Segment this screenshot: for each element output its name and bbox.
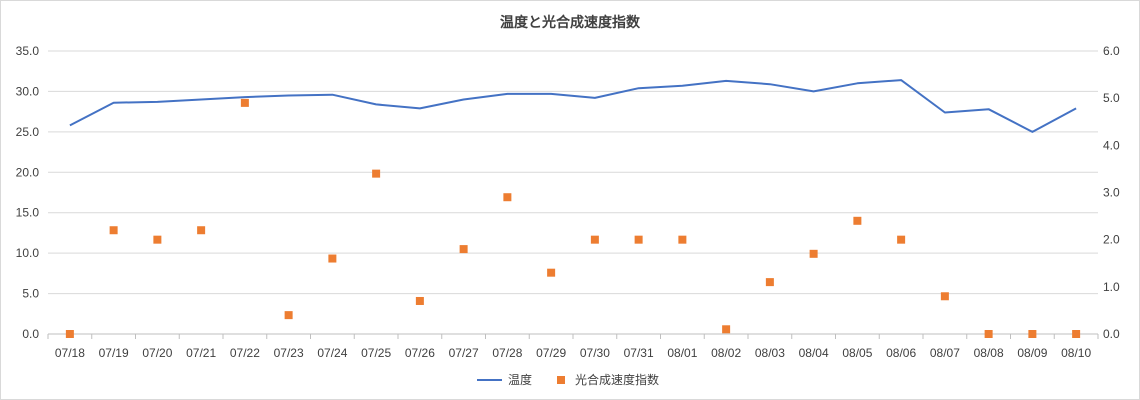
scatter-point bbox=[109, 226, 118, 235]
y-left-tick-label: 0.0 bbox=[22, 327, 39, 341]
x-tick-label: 07/24 bbox=[317, 346, 347, 360]
y-right-tick-label: 3.0 bbox=[1103, 186, 1120, 200]
scatter-point bbox=[722, 325, 731, 334]
legend-label-temperature: 温度 bbox=[508, 372, 532, 387]
scatter-point bbox=[372, 169, 381, 178]
legend-label-photosynthesis: 光合成速度指数 bbox=[575, 372, 659, 387]
y-left-tick-label: 5.0 bbox=[22, 287, 39, 301]
scatter-point bbox=[415, 296, 424, 305]
y-left-tick-label: 15.0 bbox=[16, 206, 40, 220]
scatter-point bbox=[153, 235, 162, 244]
x-tick-label: 07/19 bbox=[99, 346, 129, 360]
y-left-tick-label: 10.0 bbox=[16, 246, 40, 260]
series-line-temperature bbox=[69, 79, 1077, 133]
scatter-point bbox=[765, 278, 774, 287]
y-right-tick-label: 2.0 bbox=[1103, 233, 1120, 247]
legend: 温度 光合成速度指数 bbox=[477, 372, 659, 387]
y-right-tick-label: 6.0 bbox=[1103, 44, 1120, 58]
scatter-point bbox=[590, 235, 599, 244]
x-tick-label: 07/30 bbox=[580, 346, 610, 360]
x-tick-label: 08/01 bbox=[667, 346, 697, 360]
x-tick-label: 07/29 bbox=[536, 346, 566, 360]
scatter-point bbox=[1028, 330, 1037, 338]
scatter-point bbox=[634, 235, 643, 244]
scatter-point bbox=[328, 254, 337, 263]
x-tick-label: 07/26 bbox=[405, 346, 435, 360]
scatter-point bbox=[678, 235, 687, 244]
y-left-tick-label: 35.0 bbox=[16, 44, 40, 58]
y-right-tick-label: 1.0 bbox=[1103, 280, 1120, 294]
x-tick-label: 07/22 bbox=[230, 346, 260, 360]
y-right-tick-label: 0.0 bbox=[1103, 327, 1120, 341]
x-tick-label: 07/25 bbox=[361, 346, 391, 360]
x-tick-label: 07/20 bbox=[142, 346, 172, 360]
x-tick-label: 08/08 bbox=[974, 346, 1004, 360]
scatter-point bbox=[459, 245, 468, 254]
scatter-point bbox=[503, 193, 512, 202]
x-tick-label: 08/02 bbox=[711, 346, 741, 360]
scatter-point bbox=[984, 330, 993, 338]
right-axis: 0.0 1.0 2.0 3.0 4.0 5.0 6.0 bbox=[1103, 44, 1120, 341]
scatter-point bbox=[897, 235, 906, 244]
series-line-path bbox=[69, 79, 1077, 133]
scatter-point bbox=[197, 226, 206, 235]
grid bbox=[48, 50, 1098, 335]
x-tick-label: 08/09 bbox=[1017, 346, 1047, 360]
x-tick-label: 08/10 bbox=[1061, 346, 1091, 360]
x-tick-label: 08/03 bbox=[755, 346, 785, 360]
scatter-point bbox=[240, 98, 249, 107]
scatter-point bbox=[65, 330, 74, 338]
legend-marker-swatch bbox=[557, 376, 565, 384]
y-right-tick-label: 4.0 bbox=[1103, 138, 1120, 152]
x-tick-label: 08/04 bbox=[799, 346, 829, 360]
scatter-point bbox=[940, 292, 949, 301]
series-scatter-photosynthesis bbox=[65, 98, 1081, 338]
y-left-tick-label: 30.0 bbox=[16, 84, 40, 98]
y-left-tick-label: 20.0 bbox=[16, 165, 40, 179]
left-axis: 0.0 5.0 10.0 15.0 20.0 25.0 30.0 35.0 bbox=[16, 44, 40, 341]
y-left-tick-label: 25.0 bbox=[16, 125, 40, 139]
scatter-point bbox=[547, 268, 556, 277]
x-tick-label: 07/28 bbox=[492, 346, 522, 360]
scatter-point bbox=[809, 249, 818, 258]
scatter-point bbox=[1072, 330, 1081, 338]
x-tick-label: 08/05 bbox=[842, 346, 872, 360]
scatter-point bbox=[853, 216, 862, 225]
scatter-point bbox=[284, 311, 293, 320]
x-axis: 07/18 07/19 07/20 07/21 07/22 07/23 07/24 07/25… bbox=[47, 333, 1099, 360]
x-tick-label: 08/07 bbox=[930, 346, 960, 360]
x-tick-label: 07/27 bbox=[449, 346, 479, 360]
y-right-tick-label: 5.0 bbox=[1103, 91, 1120, 105]
x-tick-label: 07/21 bbox=[186, 346, 216, 360]
x-tick-label: 07/18 bbox=[55, 346, 85, 360]
x-tick-label: 07/23 bbox=[274, 346, 304, 360]
chart-title: 温度と光合成速度指数 bbox=[500, 14, 641, 31]
x-tick-label: 07/31 bbox=[624, 346, 654, 360]
x-tick-label: 08/06 bbox=[886, 346, 916, 360]
